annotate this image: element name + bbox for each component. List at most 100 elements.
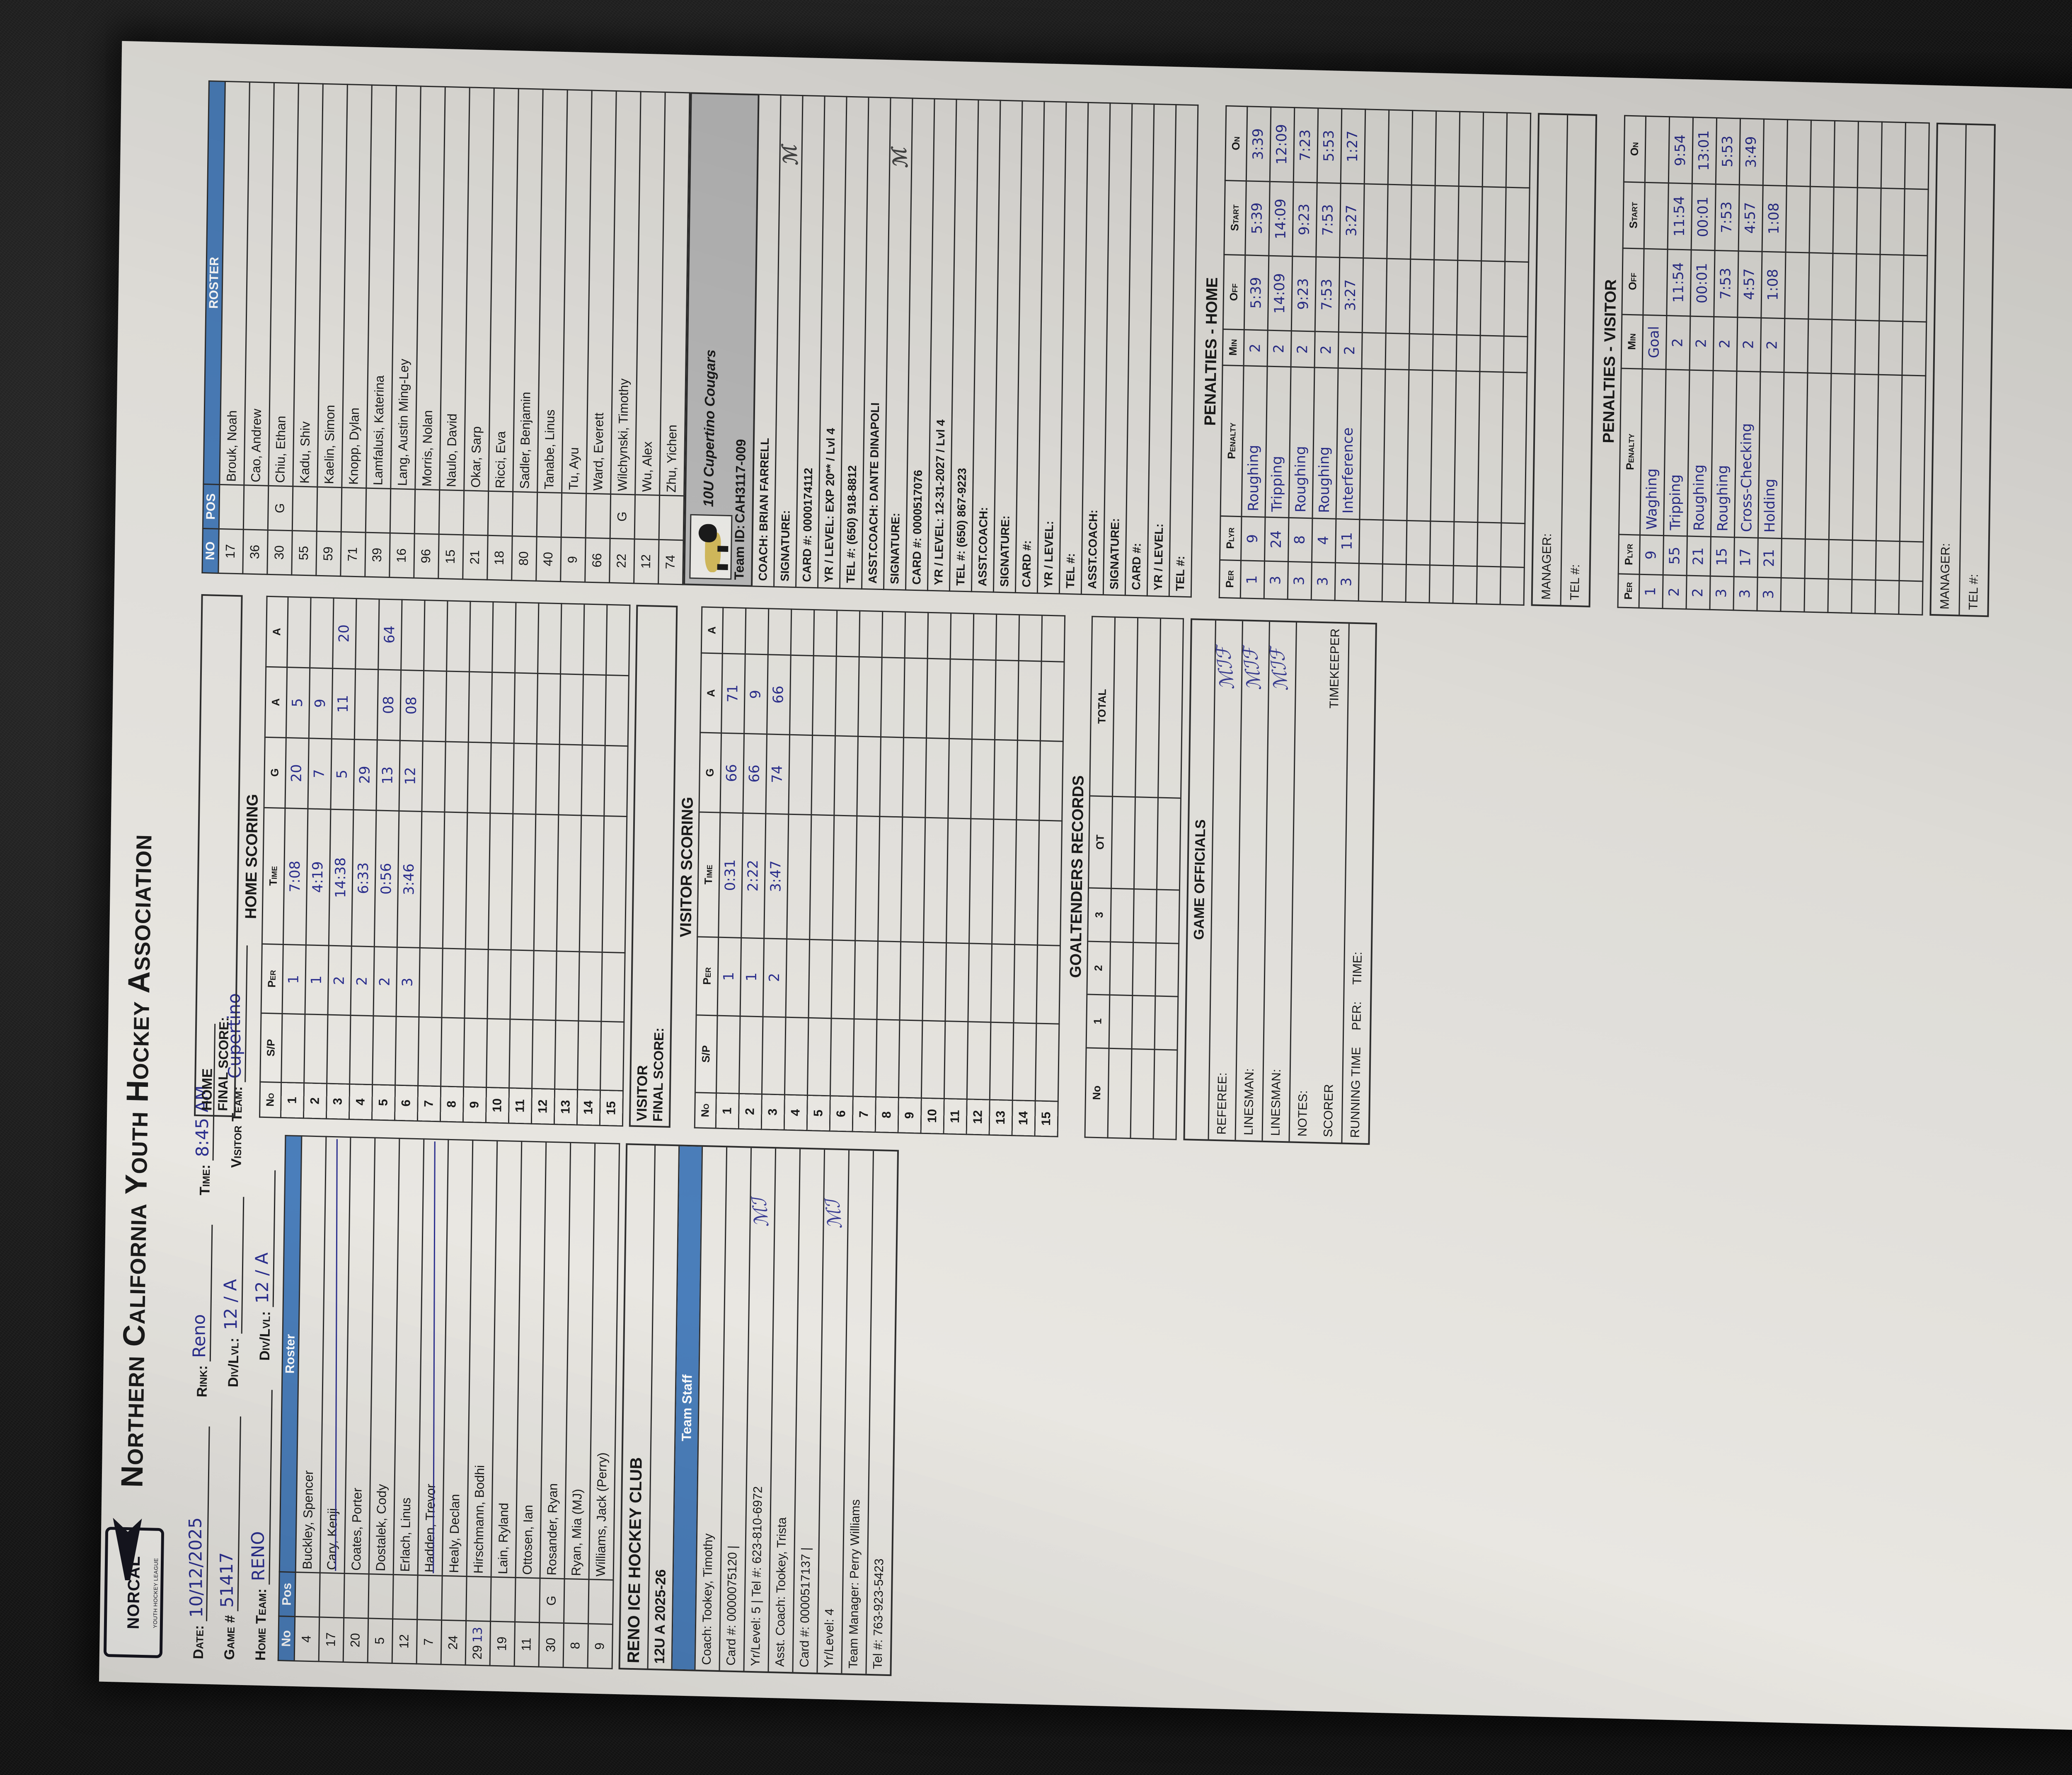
pen-visitor-on[interactable]: [1881, 122, 1905, 189]
pen-visitor-off[interactable]: [1879, 254, 1904, 322]
pen-home-per[interactable]: 3: [1287, 561, 1312, 600]
pen-visitor-off[interactable]: 7:53: [1714, 250, 1738, 317]
pen-home-off[interactable]: [1385, 259, 1411, 334]
pen-visitor-per[interactable]: 3: [1709, 576, 1734, 610]
pen-home-plyr[interactable]: [1429, 521, 1454, 566]
visitor-goal-assist2[interactable]: [927, 612, 951, 659]
pen-visitor-penalty[interactable]: Tripping: [1663, 369, 1690, 537]
pen-visitor-per[interactable]: 2: [1662, 575, 1687, 609]
pen-home-per[interactable]: [1476, 566, 1501, 605]
pen-home-min[interactable]: [1503, 336, 1527, 373]
pen-visitor-off[interactable]: 4:57: [1737, 251, 1762, 318]
home-goal-sp[interactable]: [554, 1020, 579, 1090]
home-goal-sp[interactable]: [395, 1016, 419, 1086]
pen-home-min[interactable]: 2: [1290, 331, 1315, 368]
home-goal-time[interactable]: [579, 815, 604, 953]
visitor-goal-per[interactable]: [786, 938, 810, 1018]
home-goal-per[interactable]: [419, 948, 443, 1018]
pen-visitor-start[interactable]: [1785, 186, 1810, 253]
pen-visitor-on[interactable]: [1810, 120, 1835, 187]
visitor-goal-sp[interactable]: [990, 1022, 1014, 1100]
visitor-goal-assist1[interactable]: [789, 655, 814, 735]
home-goal-sp[interactable]: [349, 1015, 373, 1085]
home-goal-assist1[interactable]: 9: [309, 667, 333, 739]
home-goal-per[interactable]: 2: [373, 946, 397, 1017]
pen-visitor-off[interactable]: 11:54: [1666, 249, 1691, 316]
pen-visitor-per[interactable]: 3: [1757, 577, 1781, 612]
pen-visitor-per[interactable]: 1: [1639, 574, 1663, 609]
home-goal-time[interactable]: 6:33: [351, 810, 376, 947]
home-goal-goal[interactable]: [535, 743, 560, 815]
pen-home-plyr[interactable]: 11: [1335, 519, 1360, 563]
home-goal-assist2[interactable]: [310, 597, 334, 669]
home-goal-assist1[interactable]: [514, 672, 538, 744]
home-goal-assist1[interactable]: [537, 673, 561, 745]
pen-visitor-off[interactable]: 1:08: [1761, 251, 1786, 319]
pen-visitor-min[interactable]: [1878, 320, 1903, 375]
pen-home-start[interactable]: 9:23: [1292, 182, 1317, 257]
home-goal-goal[interactable]: 5: [330, 738, 355, 810]
home-goal-assist2[interactable]: 20: [332, 598, 357, 669]
visitor-goal-per[interactable]: 2: [763, 938, 787, 1017]
home-goal-sp[interactable]: [304, 1014, 328, 1084]
gk-ot[interactable]: [1157, 797, 1181, 890]
pen-home-per[interactable]: [1452, 566, 1477, 604]
home-goal-assist1[interactable]: [468, 672, 492, 743]
visitor-goal-goal[interactable]: [993, 740, 1018, 820]
home-goal-goal[interactable]: 7: [307, 738, 332, 809]
pen-visitor-min[interactable]: Goal: [1642, 314, 1667, 370]
home-goal-per[interactable]: [487, 949, 511, 1019]
pen-visitor-plyr[interactable]: [1828, 539, 1852, 580]
visitor-goal-time[interactable]: [787, 814, 811, 940]
pen-home-penalty[interactable]: [1454, 371, 1480, 522]
pen-visitor-plyr[interactable]: 21: [1686, 536, 1711, 576]
pen-home-plyr[interactable]: [1477, 522, 1501, 567]
pen-home-per[interactable]: 3: [1264, 561, 1288, 600]
pen-home-on[interactable]: [1506, 113, 1531, 188]
visitor-goal-goal[interactable]: [1039, 741, 1063, 821]
gk-total[interactable]: [1135, 617, 1161, 798]
home-goal-time[interactable]: [557, 815, 581, 952]
pen-home-off[interactable]: [1503, 261, 1529, 337]
home-goal-assist1[interactable]: [445, 671, 470, 742]
visitor-goal-time[interactable]: [923, 817, 948, 943]
pen-visitor-on[interactable]: [1762, 119, 1788, 186]
pen-visitor-plyr[interactable]: 15: [1710, 537, 1734, 577]
visitor-goal-assist2[interactable]: [836, 610, 860, 657]
pen-visitor-on[interactable]: 13:01: [1692, 117, 1717, 184]
visitor-goal-sp[interactable]: [762, 1016, 786, 1095]
gk-p3[interactable]: [1156, 890, 1180, 943]
visitor-goal-time[interactable]: [855, 816, 880, 941]
pen-visitor-off[interactable]: [1832, 253, 1857, 320]
visitor-goal-goal[interactable]: [811, 735, 835, 815]
pen-visitor-start[interactable]: [1903, 189, 1928, 256]
pen-home-min[interactable]: 2: [1314, 331, 1339, 368]
pen-home-penalty[interactable]: Roughing: [1312, 367, 1338, 519]
visitor-goal-assist2[interactable]: [950, 613, 974, 660]
pen-home-on[interactable]: [1482, 112, 1507, 187]
visitor-goal-goal[interactable]: [857, 736, 881, 817]
visitor-goal-goal[interactable]: [971, 739, 995, 820]
home-goal-time[interactable]: [488, 813, 513, 950]
visitor-goal-assist1[interactable]: [926, 658, 951, 739]
pen-home-plyr[interactable]: [1358, 519, 1383, 564]
home-goal-assist2[interactable]: [469, 601, 493, 672]
home-goal-sp[interactable]: [600, 1021, 624, 1091]
home-goal-per[interactable]: [464, 949, 489, 1019]
home-goal-goal[interactable]: 29: [353, 739, 378, 810]
pen-home-min[interactable]: 2: [1243, 329, 1268, 366]
home-goal-time[interactable]: 3:46: [397, 810, 422, 948]
visitor-goal-sp[interactable]: [967, 1021, 991, 1100]
pen-visitor-on[interactable]: [1904, 122, 1929, 189]
pen-visitor-min[interactable]: 2: [1736, 317, 1761, 372]
visitor-goal-assist2[interactable]: [996, 614, 1019, 661]
game-field[interactable]: 51417: [216, 1416, 241, 1611]
pen-home-on[interactable]: [1387, 110, 1413, 185]
home-goal-sp[interactable]: [577, 1021, 601, 1091]
home-goal-assist2[interactable]: [560, 603, 584, 675]
visitor-goal-time[interactable]: [1014, 820, 1039, 945]
gk-ot[interactable]: [1111, 796, 1135, 889]
pen-home-per[interactable]: 3: [1334, 563, 1359, 601]
pen-home-off[interactable]: [1409, 259, 1434, 334]
pen-home-on[interactable]: [1364, 109, 1389, 184]
